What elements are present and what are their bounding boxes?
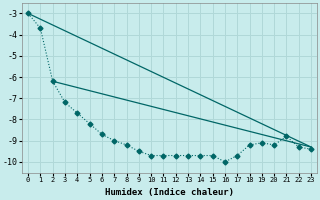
- X-axis label: Humidex (Indice chaleur): Humidex (Indice chaleur): [105, 188, 234, 197]
